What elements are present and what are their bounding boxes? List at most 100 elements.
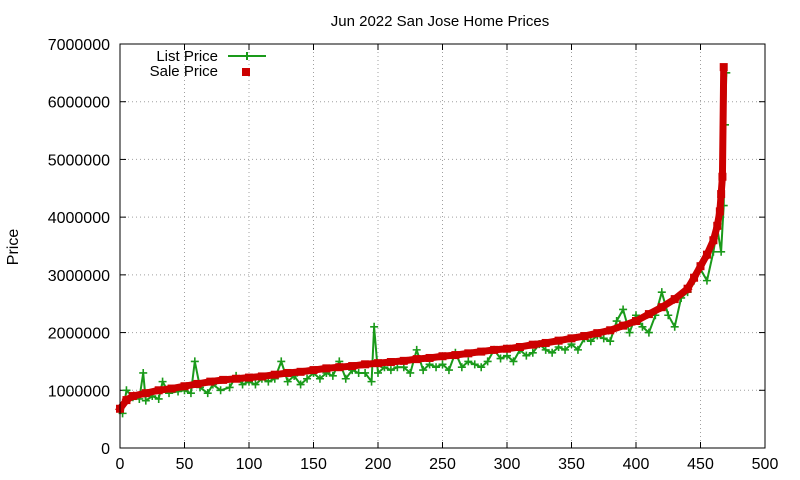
sale-price-point bbox=[702, 250, 711, 259]
list-price-point bbox=[141, 396, 150, 405]
list-price-point bbox=[509, 357, 518, 366]
list-price-point bbox=[374, 368, 382, 377]
sale-price-point bbox=[503, 344, 511, 353]
sale-price-point bbox=[122, 396, 131, 405]
y-tick-label: 4000000 bbox=[48, 210, 110, 227]
sale-price-point bbox=[425, 353, 434, 362]
sale-price-point bbox=[554, 336, 563, 345]
y-axis-ticks: 0 1000000 2000000 3000000 4000000 5000000 6000… bbox=[48, 37, 765, 458]
sale-price-point bbox=[713, 221, 722, 230]
list-price-point bbox=[586, 337, 595, 346]
sale-price-point bbox=[335, 363, 344, 372]
list-price-point bbox=[522, 351, 531, 360]
sale-price-point bbox=[567, 334, 576, 343]
y-tick-label: 3000000 bbox=[48, 268, 110, 285]
x-tick-label: 300 bbox=[494, 456, 521, 473]
sale-price-point bbox=[580, 332, 589, 341]
sale-price-point bbox=[690, 273, 699, 282]
sale-price-point bbox=[219, 375, 228, 384]
list-price-point bbox=[644, 328, 653, 337]
list-price-point bbox=[251, 380, 260, 389]
sale-price-point bbox=[374, 359, 382, 368]
sale-price-point bbox=[193, 379, 202, 388]
sale-price-point bbox=[270, 370, 279, 379]
list-price-point bbox=[444, 366, 453, 375]
y-tick-label: 0 bbox=[101, 441, 110, 458]
sale-price-point bbox=[232, 374, 241, 383]
list-price-point bbox=[638, 322, 647, 331]
sale-price-point bbox=[309, 366, 318, 375]
x-tick-label: 350 bbox=[558, 456, 585, 473]
list-price-point bbox=[470, 360, 479, 369]
list-price-point bbox=[483, 357, 492, 366]
list-price-point bbox=[438, 360, 447, 369]
list-price-point bbox=[158, 377, 167, 386]
x-tick-label: 450 bbox=[687, 456, 714, 473]
list-price-point bbox=[657, 288, 666, 297]
list-price-point bbox=[541, 345, 550, 354]
list-price-point bbox=[328, 371, 337, 380]
list-price-point bbox=[717, 247, 726, 256]
list-price-point bbox=[457, 363, 466, 372]
list-price-point bbox=[477, 363, 486, 372]
x-tick-label: 150 bbox=[300, 456, 327, 473]
list-price-point bbox=[277, 357, 286, 366]
legend-list-price-label: List Price bbox=[156, 48, 218, 65]
list-price-point bbox=[573, 345, 582, 354]
x-tick-label: 50 bbox=[176, 456, 194, 473]
list-price-point bbox=[315, 374, 324, 383]
sale-price-point bbox=[348, 362, 357, 371]
list-price-point bbox=[122, 386, 131, 395]
y-tick-label: 1000000 bbox=[48, 383, 110, 400]
list-price-point bbox=[341, 374, 350, 383]
sale-price-point bbox=[717, 190, 726, 199]
sale-price-point bbox=[657, 303, 666, 312]
list-price-point bbox=[296, 380, 305, 389]
sale-price-point bbox=[451, 351, 460, 360]
list-price-point bbox=[186, 389, 195, 398]
list-price-point bbox=[419, 366, 428, 375]
list-price-point bbox=[406, 368, 415, 377]
y-axis-label: Price bbox=[5, 229, 22, 266]
list-price-point bbox=[619, 305, 628, 314]
sale-price-point bbox=[167, 384, 176, 393]
sale-price-point bbox=[719, 63, 728, 72]
list-price-point bbox=[606, 337, 615, 346]
sale-price-point bbox=[718, 172, 727, 181]
list-price-point bbox=[361, 368, 370, 377]
sale-price-point bbox=[283, 368, 292, 377]
sale-price-point bbox=[477, 347, 486, 356]
sale-price-point bbox=[438, 352, 447, 361]
list-price-point bbox=[139, 368, 148, 377]
list-price-point bbox=[238, 380, 247, 389]
sale-price-point bbox=[490, 345, 499, 354]
list-price-point bbox=[528, 348, 537, 357]
list-price-point bbox=[561, 345, 570, 354]
x-tick-label: 250 bbox=[429, 456, 456, 473]
sale-price-point bbox=[296, 367, 305, 376]
sale-price-point bbox=[606, 326, 615, 335]
sale-price-point bbox=[670, 295, 679, 304]
sale-price-point bbox=[322, 364, 331, 373]
y-tick-label: 5000000 bbox=[48, 152, 110, 169]
legend: List Price Sale Price bbox=[150, 48, 266, 80]
list-price-point bbox=[203, 389, 212, 398]
list-price-point bbox=[412, 345, 421, 354]
sale-price-point bbox=[632, 317, 640, 326]
list-price-point bbox=[702, 276, 711, 285]
sale-price-point bbox=[715, 207, 724, 216]
sale-price-point bbox=[515, 343, 524, 351]
sale-price-point bbox=[709, 236, 718, 245]
sale-price-point bbox=[593, 329, 602, 338]
list-price-point bbox=[303, 374, 312, 383]
x-tick-label: 500 bbox=[752, 456, 779, 473]
sale-price-series bbox=[115, 63, 728, 414]
sale-price-point bbox=[245, 373, 253, 382]
list-price-point bbox=[464, 357, 473, 366]
sale-price-point bbox=[696, 262, 705, 271]
x-tick-label: 400 bbox=[623, 456, 650, 473]
y-tick-label: 7000000 bbox=[48, 37, 110, 54]
sale-price-point bbox=[386, 358, 395, 367]
sale-price-point bbox=[399, 356, 408, 365]
